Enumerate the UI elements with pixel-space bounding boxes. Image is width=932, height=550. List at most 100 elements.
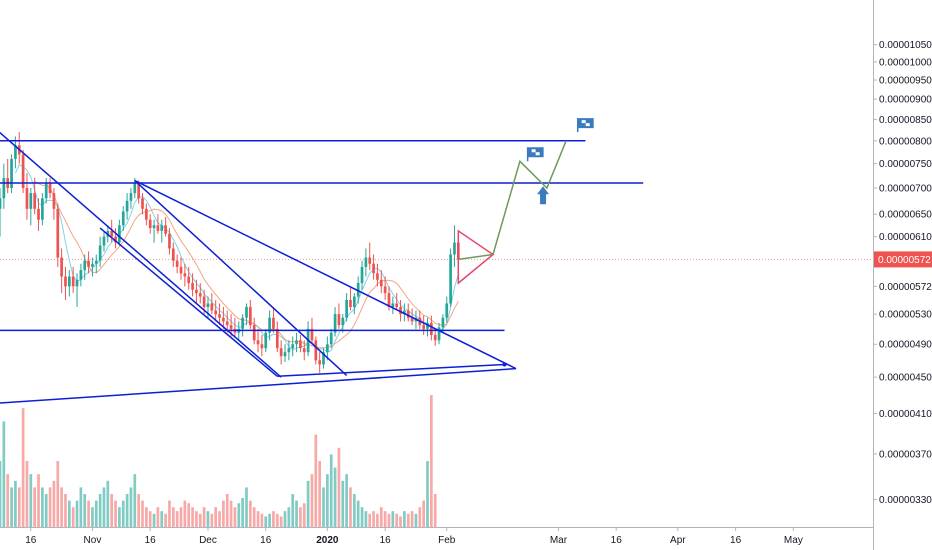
candle-body (102, 236, 106, 246)
candle-body (41, 198, 44, 220)
candle-body (133, 182, 137, 194)
volume-bar (272, 511, 275, 527)
volume-bar (48, 487, 52, 527)
volume-bar (25, 461, 29, 527)
price-tick-label: 0.00000410 (879, 409, 932, 420)
candle-body (29, 193, 33, 209)
candle-body (64, 276, 67, 287)
volume-bar (91, 507, 94, 527)
volume-bar (137, 494, 140, 527)
trendline (134, 179, 517, 370)
candle-body (141, 198, 144, 209)
trendline (134, 179, 348, 376)
candle-body (44, 182, 48, 199)
time-tick-label: 16 (611, 535, 623, 546)
volume-bar (360, 507, 364, 527)
candle-body (326, 344, 329, 353)
volume-bar (10, 487, 13, 527)
volume-bar (372, 511, 375, 527)
candle-body (160, 225, 164, 231)
price-tick-label: 0.00000650 (879, 210, 932, 221)
candle-body (410, 317, 414, 322)
price-axis[interactable]: 0.00001050 0.00001000 0.00000950 0.00000900… (873, 0, 932, 550)
volume-bar (341, 480, 345, 527)
volume-bar (275, 513, 279, 527)
candle-body (399, 306, 402, 315)
candle-body (333, 314, 337, 333)
volume-bar (252, 507, 256, 527)
volume-bar (133, 474, 137, 527)
candle-body (449, 254, 452, 304)
candle-body (337, 314, 341, 326)
volume-bar (214, 507, 218, 527)
volume-bar (60, 487, 63, 527)
volume-bar (106, 480, 110, 527)
volume-bar (291, 494, 295, 527)
candle-body (441, 317, 445, 328)
volume-bar (237, 503, 241, 527)
volume-bar (125, 494, 129, 527)
candle-body (275, 328, 279, 349)
volume-bar (395, 513, 399, 527)
candle-body (356, 283, 360, 297)
volume-bar (383, 511, 387, 527)
volume-bar (364, 511, 368, 527)
volume-bar (98, 494, 102, 527)
volume-bar (349, 487, 352, 527)
volume-bar (426, 461, 429, 527)
candle-body (318, 360, 322, 365)
volume-bar (314, 434, 318, 527)
volume-bar (345, 474, 348, 527)
volume-bar (156, 507, 160, 527)
candle-body (183, 273, 187, 277)
candle-body (152, 225, 156, 229)
volume-bar (202, 507, 206, 527)
candle-body (229, 325, 233, 329)
candle-body (67, 276, 71, 287)
volume-bar (302, 503, 306, 527)
volume-bar (187, 503, 191, 527)
price-tick-label: 0.00001050 (879, 40, 932, 51)
volume-bar (71, 507, 75, 527)
price-tick-label: 0.00000610 (879, 232, 932, 243)
price-tick-label: 0.00000900 (879, 95, 932, 106)
volume-bar (206, 511, 210, 527)
candle-body (272, 317, 275, 329)
volume-bar (195, 511, 198, 527)
moving-average-layer (14, 163, 459, 353)
trendline (99, 227, 278, 377)
volume-bar (145, 507, 148, 527)
candle-body (14, 145, 17, 159)
candle-body (110, 230, 114, 237)
candle-body (248, 306, 252, 326)
volume-bar (299, 507, 302, 527)
candle-body (2, 178, 6, 199)
candle-body (187, 276, 191, 284)
candle-body (206, 303, 210, 307)
volume-bar (245, 487, 248, 527)
price-tick-label: 0.00000950 (879, 76, 932, 87)
flag-icon (526, 147, 544, 162)
volume-bar (368, 513, 372, 527)
candle-body (218, 314, 221, 318)
time-axis[interactable]: 16 Nov 16 Dec 16 2020 16 Feb Mar 16 Apr 16 May (0, 527, 873, 546)
volume-bar (233, 507, 237, 527)
volume-bar (218, 511, 221, 527)
candle-body (379, 279, 383, 287)
candle-body (48, 182, 52, 194)
volume-bar (283, 511, 287, 527)
volume-bar (391, 511, 395, 527)
volume-bar (83, 494, 87, 527)
candle-body (252, 325, 256, 341)
candle-body (430, 322, 433, 335)
candle-body (295, 340, 298, 345)
candle-body (94, 260, 98, 264)
candle-body (195, 289, 198, 294)
volume-bar (17, 487, 21, 527)
price-tick-label: 0.00000572 (879, 282, 932, 293)
volume-bar (118, 507, 121, 527)
volume-bar (264, 516, 268, 527)
candle-body (145, 208, 148, 220)
